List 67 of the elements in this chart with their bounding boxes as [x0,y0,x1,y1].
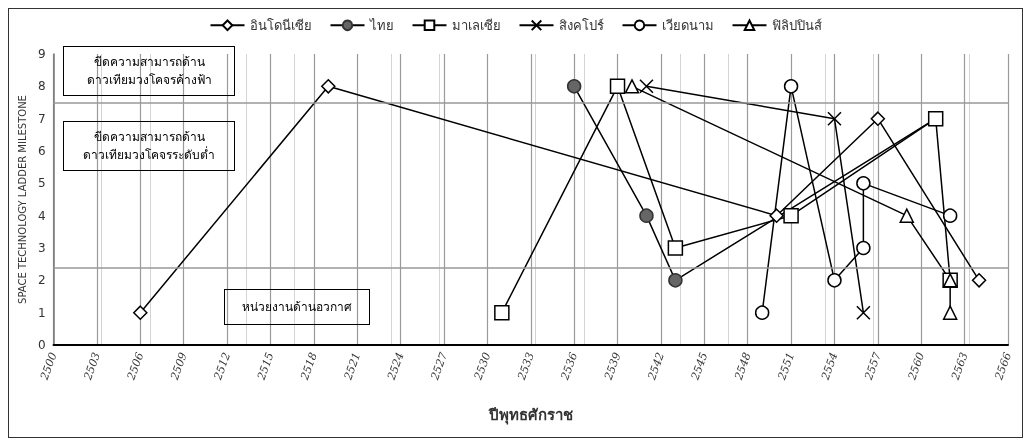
y-tick-label: 0 [37,338,46,352]
x-tick-label: 2506 [124,350,147,383]
point [639,79,654,94]
point [624,79,640,94]
y-tick-label: 4 [37,208,46,223]
point [870,111,886,126]
point [133,305,148,320]
x-tick-label: 2524 [384,350,407,383]
legend-label: เวียดนาม [661,17,714,33]
annotation: ขีดความสามารถด้าน ดาวเทียมวงโคจรค้างฟ้า [63,46,235,96]
annotation: หน่วยงานด้านอวกาศ [224,289,370,325]
point [856,176,871,191]
x-tick-label: 2530 [471,350,494,383]
x-tick-label: 2518 [297,350,320,383]
point [827,273,842,288]
point [827,111,842,126]
x-tick-label: 2557 [861,350,884,383]
point [971,273,987,288]
point [783,79,799,94]
point [566,79,582,94]
point [609,78,626,95]
legend-label: สิงคโปร์ [558,17,604,33]
x-axis-title: ปีพุทธศักราช [487,405,573,425]
y-tick-label: 6 [37,144,46,158]
point [321,79,336,94]
x-tick-label: 2512 [211,350,234,383]
x-tick-label: 2527 [427,350,451,383]
x-tick-label: 2515 [254,350,277,383]
point [754,305,770,320]
point [856,305,871,320]
point [639,208,654,223]
point [668,273,683,288]
x-tick-label: 2536 [558,350,581,383]
x-tick-label: 2542 [644,350,668,383]
y-tick-label: 3 [37,241,46,255]
point [667,240,684,256]
y-tick-label: 8 [37,79,46,94]
point [856,240,871,256]
point [899,208,915,223]
x-tick-label: 2554 [818,350,841,383]
y-tick-label: 7 [37,111,46,126]
x-tick-label: 2545 [688,350,711,383]
x-tick-label: 2566 [991,350,1015,383]
legend-label: อินโดนีเซีย [249,17,312,33]
x-tick-label: 2503 [80,350,104,383]
x-tick-label: 2521 [341,350,364,383]
y-tick-label: 5 [37,176,46,191]
point [783,207,799,224]
x-tick-label: 2548 [731,350,754,383]
point [942,305,958,320]
x-tick-label: 2551 [775,350,798,383]
y-tick-label: 9 [37,47,46,61]
legend-label: ไทย [368,17,394,33]
x-tick-label: 2500 [37,350,60,383]
y-axis-title: SPACE TECHNOLOGY LADDER MILESTONE [16,95,28,304]
legend-label: ฟิลิปปินส์ [771,17,822,33]
y-tick-label: 1 [37,305,46,320]
x-tick-label: 2509 [167,350,190,383]
annotation: ขีดความสามารถด้าน ดาวเทียมวงโคจรระดับต่ำ [63,121,235,171]
y-tick-label: 2 [37,273,46,288]
legend-label: มาเลเซีย [451,17,501,33]
x-tick-label: 2533 [514,350,537,383]
x-tick-label: 2560 [905,350,928,383]
x-tick-label: 2563 [948,350,971,383]
x-tick-label: 2539 [601,350,624,383]
point [769,208,784,223]
point [942,208,958,223]
